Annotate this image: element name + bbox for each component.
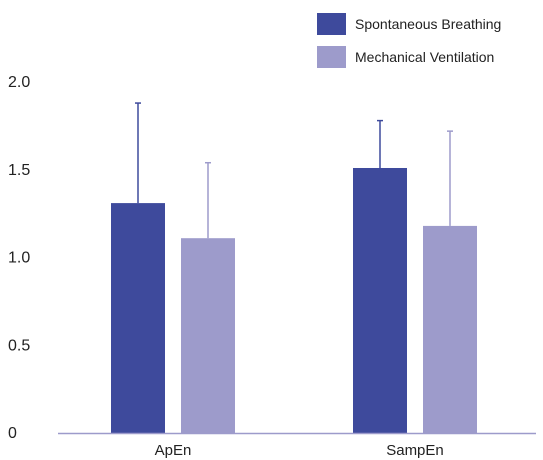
- bar-group: [111, 102, 477, 433]
- bar-sampen-series-1: [353, 167, 407, 433]
- y-tick-label: 1.0: [8, 250, 30, 267]
- y-axis: 0 0.5 1.0 1.5 2.0: [8, 74, 30, 442]
- bar-apen-series-1: [111, 203, 165, 433]
- legend: Spontaneous Breathing Mechanical Ventilat…: [317, 13, 501, 68]
- legend-label: Mechanical Ventilation: [355, 49, 494, 65]
- bar-apen-series-2: [181, 238, 235, 433]
- legend-swatch: [317, 46, 346, 68]
- bar-sampen-series-2: [423, 225, 477, 433]
- legend-swatch: [317, 13, 346, 35]
- y-tick-label: 2.0: [8, 74, 30, 91]
- y-tick-label: 0: [8, 425, 17, 442]
- legend-label: Spontaneous Breathing: [355, 16, 501, 32]
- x-tick-label: ApEn: [155, 442, 192, 459]
- y-tick-label: 0.5: [8, 337, 30, 354]
- x-tick-label: SampEn: [386, 442, 444, 459]
- x-axis: ApEn SampEn: [58, 432, 536, 459]
- y-tick-label: 1.5: [8, 162, 30, 179]
